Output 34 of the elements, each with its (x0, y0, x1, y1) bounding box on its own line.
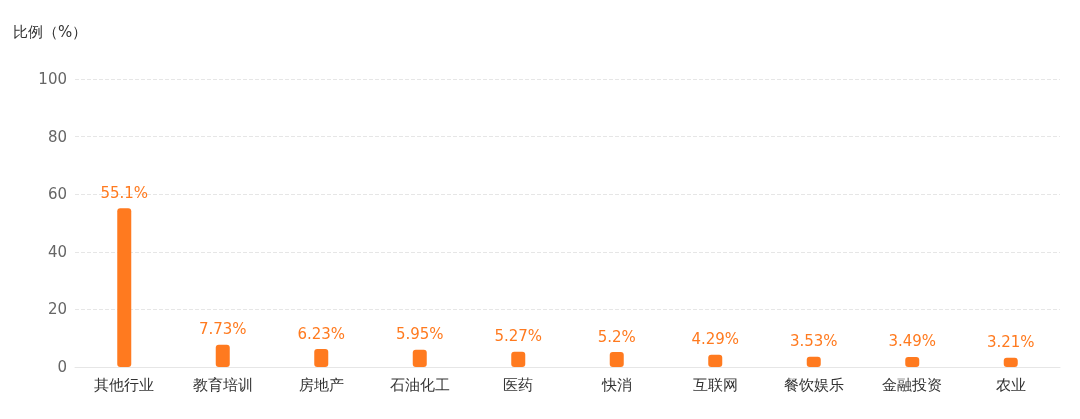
data-label: 3.21% (986, 333, 1035, 352)
bar (314, 349, 329, 367)
x-tick-label: 金融投资 (882, 375, 943, 394)
bar (215, 344, 230, 367)
data-label: 5.95% (395, 325, 444, 344)
data-label: 7.73% (198, 320, 247, 339)
y-axis-title: 比例（%） (13, 22, 88, 41)
data-label: 6.23% (297, 324, 346, 343)
x-tick-label: 教育培训 (192, 375, 253, 394)
y-tick-label: 20 (47, 300, 67, 319)
x-tick-label: 医药 (503, 375, 534, 394)
bar (117, 208, 132, 367)
x-tick-label: 餐饮娱乐 (783, 375, 844, 394)
y-tick-label: 80 (47, 127, 67, 146)
x-tick-label: 其他行业 (94, 375, 155, 394)
y-tick-label: 60 (47, 185, 67, 204)
data-label: 5.2% (597, 327, 636, 346)
bar (412, 349, 427, 367)
y-tick-label: 40 (47, 242, 67, 261)
y-tick-label: 0 (57, 358, 67, 376)
x-tick-label: 农业 (995, 375, 1026, 394)
x-tick-label: 快消 (600, 375, 632, 394)
bar (609, 352, 624, 367)
x-tick-label: 房地产 (298, 375, 344, 394)
x-tick-label: 石油化工 (389, 375, 450, 394)
data-label: 3.53% (789, 332, 838, 351)
bar (708, 354, 723, 367)
bar (511, 351, 526, 367)
data-label: 55.1% (100, 183, 149, 202)
data-label: 5.27% (494, 327, 543, 346)
y-tick-label: 100 (38, 70, 67, 88)
data-label: 3.49% (888, 332, 937, 351)
data-label: 4.29% (691, 330, 740, 349)
x-tick-label: 互联网 (692, 375, 738, 394)
